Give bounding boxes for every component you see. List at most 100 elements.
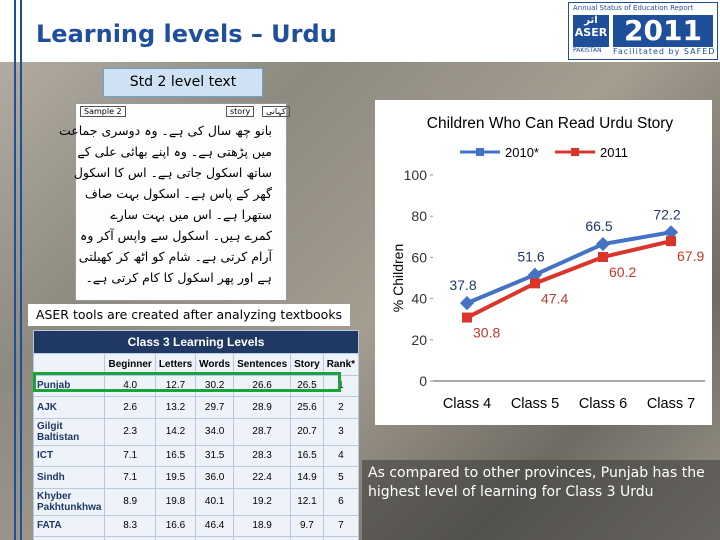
sample-line: ستھرا ہے۔ اس میں بہت سارے (110, 207, 272, 222)
series-line (466, 239, 672, 320)
logo: Annual Status of Education Report اثر ASE… (568, 2, 718, 60)
table-cell: 20.3 (154, 536, 197, 540)
legend-marker (476, 148, 484, 156)
series-line (466, 230, 672, 305)
data-point (530, 278, 540, 289)
table-cell: 13.2 (154, 396, 197, 419)
data-point (595, 236, 611, 252)
sample-line: آرام کرتی ہے۔ شام کو اٹھ کر کھیلتی (78, 249, 272, 264)
table-cell: 31.5 (195, 444, 235, 467)
province: FATA (32, 514, 106, 537)
table-title: Class 3 Learning Levels (32, 330, 360, 354)
table-cell: 3 (322, 417, 360, 446)
table-cell: 8 (322, 536, 360, 540)
table-cell: 25.6 (233, 536, 292, 540)
table-row: Balochistan5.020.342.925.66.38 (32, 536, 360, 540)
x-tick-label: Class 4 (443, 396, 491, 412)
table-cell: 29.7 (195, 396, 235, 419)
data-label: 72.2 (653, 206, 680, 222)
data-point (527, 267, 543, 282)
table-cell: 2.6 (104, 396, 156, 419)
data-label: 30.8 (473, 325, 500, 341)
sample-type-urdu: کہانی (262, 106, 290, 117)
sample-line: کمرے ہیں۔ اسکول سے واپس آکر وہ (80, 228, 272, 243)
text-sample: Sample 2 story کہانی بانو چھ سال کی ہے۔ … (59, 103, 290, 301)
table: Class 3 Learning Levels Beginner Letters Wo… (32, 330, 360, 540)
data-point (462, 312, 472, 323)
data-point (666, 236, 676, 247)
x-tick-label: Class 5 (511, 396, 559, 412)
data-point (459, 296, 475, 311)
legend-marker (571, 148, 579, 156)
data-label: 37.8 (449, 277, 476, 293)
slide-title: Learning levels – Urdu (36, 20, 337, 48)
logo-year: 2011 (613, 15, 713, 47)
y-tick-label: 0 (419, 373, 427, 389)
table-cell: 40.1 (195, 487, 235, 516)
data-label: 51.6 (517, 249, 544, 265)
table-cell: 28.7 (233, 417, 292, 446)
table-cell: 7.1 (104, 444, 156, 467)
table-cell: 5 (322, 466, 360, 489)
table-cell: 9.7 (290, 514, 324, 537)
table-cell: 16.5 (290, 444, 324, 467)
table-cell: 42.9 (195, 536, 235, 540)
sample-tag: Sample 2 (80, 106, 126, 117)
table-cell: 20.7 (290, 417, 324, 446)
logo-mark: اثر ASER (573, 15, 609, 47)
table-cell: 25.6 (290, 396, 324, 419)
table-cell: 34.0 (195, 417, 235, 446)
y-tick-label: 20 (411, 332, 427, 348)
province: Sindh (32, 466, 106, 489)
sample-line: ہے اور پھر اسکول کا کام کرتی ہے۔ (85, 270, 272, 285)
logo-name: ASER (574, 26, 608, 39)
table-header-row: Beginner Letters Words Sentences Story Rank* (32, 353, 360, 376)
table-cell: 8.9 (104, 487, 156, 516)
province: AJK (32, 396, 106, 419)
y-tick-label: 40 (411, 291, 427, 307)
table-cell: 7 (322, 514, 360, 537)
table-row: ICT 7.1 16.5 31.5 28.3 16.5 4 (32, 444, 360, 467)
table-cell: 36.0 (195, 466, 235, 489)
table-cell: 5.0 (104, 536, 156, 540)
x-tick-label: Class 6 (579, 396, 627, 412)
province: ICT (32, 444, 106, 467)
table-cell: 16.5 (154, 444, 197, 467)
table-cell: 19.2 (233, 487, 292, 516)
caption: ASER tools are created after analyzing t… (28, 304, 350, 326)
table-cell: 19.5 (154, 466, 197, 489)
table-cell: 18.9 (233, 514, 292, 537)
table-row: FATA 8.3 16.6 46.4 18.9 9.7 7 (32, 514, 360, 537)
table-row: AJK 2.6 13.2 29.7 28.9 25.6 2 (32, 396, 360, 419)
province: Balochistan (32, 536, 106, 540)
province: Gilgit Baltistan (32, 417, 106, 446)
table-row: Khyber Pakhtunkhwa 8.9 19.8 40.1 19.2 12.1 6 (32, 487, 360, 516)
table-cell: 6 (322, 487, 360, 516)
y-tick-label: 80 (411, 208, 427, 224)
y-axis-label: % Children (390, 244, 406, 312)
data-point (663, 225, 679, 240)
sample-lines: بانو چھ سال کی ہے۔ وہ دوسری جماعت میں پڑھ… (59, 104, 286, 288)
table-cell: 46.4 (195, 514, 235, 537)
legend-label: 2011 (600, 145, 628, 160)
note: As compared to other provinces, Punjab h… (362, 460, 720, 540)
y-tick-label: 60 (411, 249, 427, 265)
sample-type: story (226, 106, 255, 117)
data-label: 60.2 (609, 264, 636, 280)
logo-facilitator: Facilitated by SAFED (613, 47, 716, 56)
table-cell: 16.6 (154, 514, 197, 537)
data-point (598, 251, 608, 262)
data-label: 67.9 (677, 248, 704, 264)
table-cell: 14.2 (154, 417, 197, 446)
table-cell: 12.1 (290, 487, 324, 516)
section-label: Std 2 level text (103, 68, 263, 97)
table-cell: 4 (322, 444, 360, 467)
province: Khyber Pakhtunkhwa (32, 487, 106, 516)
table-cell: 19.8 (154, 487, 197, 516)
table-row: Gilgit Baltistan 2.3 14.2 34.0 28.7 20.7 3 (32, 417, 360, 446)
table-cell: 14.9 (290, 466, 324, 489)
decor-line (20, 0, 22, 540)
data-label: 66.5 (585, 218, 612, 234)
table-cell: 8.3 (104, 514, 156, 537)
